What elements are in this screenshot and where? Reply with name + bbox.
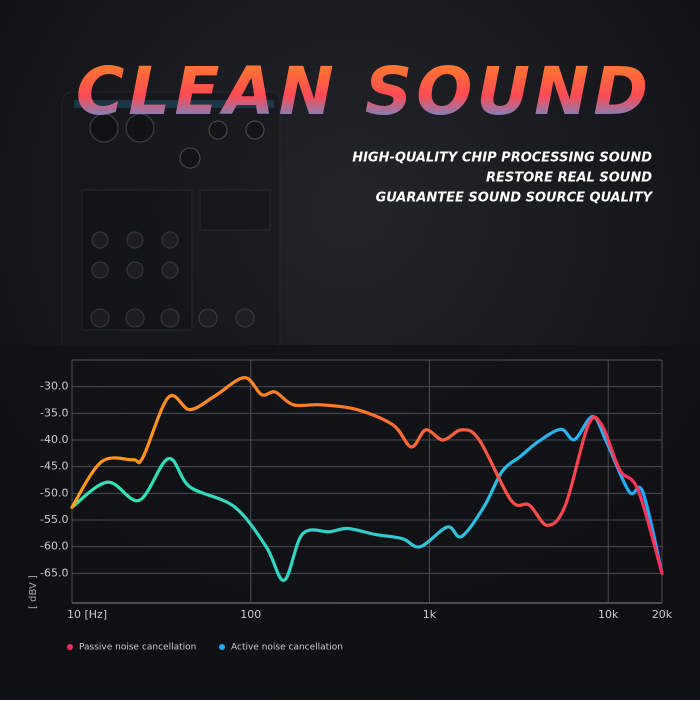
subtitle: HIGH-QUALITY CHIP PROCESSING SOUND xyxy=(352,151,652,166)
x-tick-label: 1k xyxy=(423,608,437,621)
chart-title: CLEAN SOUND xyxy=(76,53,652,130)
subtitle: GUARANTEE SOUND SOURCE QUALITY xyxy=(376,191,654,206)
legend-label: Passive noise cancellation xyxy=(79,643,196,653)
y-tick-label: -30.0 xyxy=(40,380,68,393)
y-tick-label: -35.0 xyxy=(40,406,68,419)
y-tick-label: -50.0 xyxy=(40,486,68,499)
legend-label: Active noise cancellation xyxy=(231,643,343,653)
y-axis-label: [ dBV ] xyxy=(28,575,39,609)
subtitle: RESTORE REAL SOUND xyxy=(486,171,652,186)
chart-panel xyxy=(0,345,700,700)
series-line xyxy=(70,375,664,575)
mixer-illustration xyxy=(61,91,281,355)
legend-marker xyxy=(219,644,225,650)
x-tick-label: 20k xyxy=(652,608,673,621)
x-tick-label: 10 [Hz] xyxy=(67,608,107,621)
y-tick-label: -45.0 xyxy=(40,460,68,473)
x-tick-label: 100 xyxy=(240,608,261,621)
y-tick-label: -60.0 xyxy=(40,540,68,553)
x-tick-label: 10k xyxy=(598,608,619,621)
y-tick-label: -55.0 xyxy=(40,513,68,526)
y-tick-label: -40.0 xyxy=(40,433,68,446)
legend-marker xyxy=(67,644,73,650)
y-tick-label: -65.0 xyxy=(40,566,68,579)
